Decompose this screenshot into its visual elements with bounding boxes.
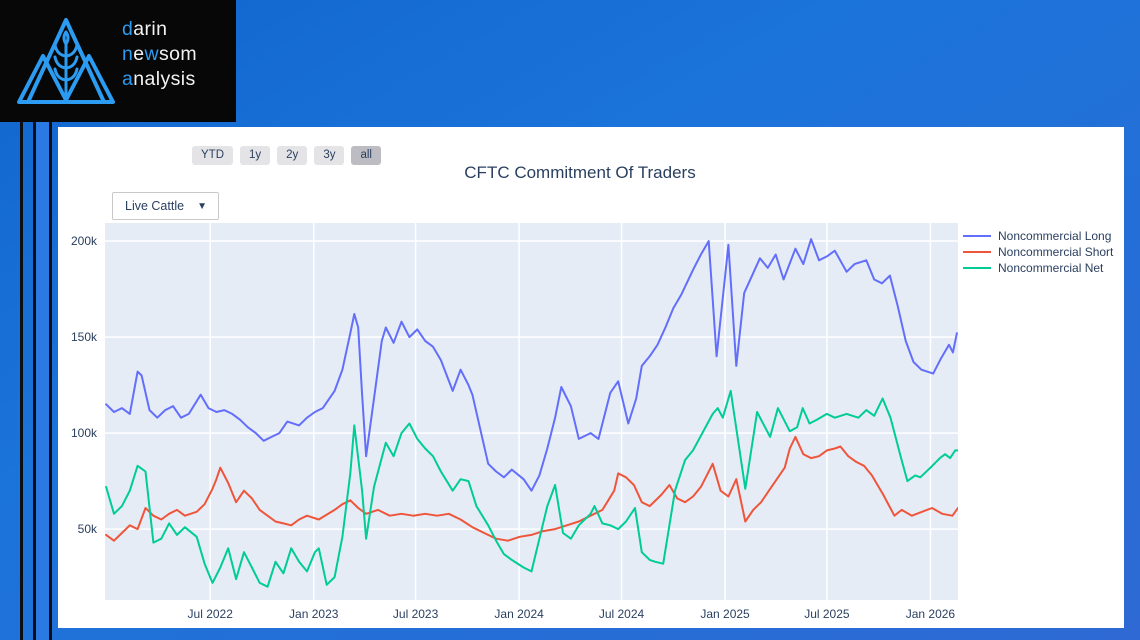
plot-canvas bbox=[105, 223, 958, 600]
decorative-stripe bbox=[20, 122, 23, 640]
decorative-blue-stripe bbox=[35, 122, 49, 640]
legend-line-swatch bbox=[963, 251, 991, 253]
plot-background bbox=[105, 223, 958, 600]
brand-letter: e bbox=[133, 43, 145, 65]
chart-title: CFTC Commitment Of Traders bbox=[464, 163, 696, 182]
brand-letter: som bbox=[158, 43, 198, 65]
brand-accent-letter: d bbox=[122, 18, 134, 40]
y-tick-label: 200k bbox=[70, 234, 97, 249]
legend-label: Noncommercial Short bbox=[998, 245, 1114, 259]
x-tick-label: Jan 2026 bbox=[905, 607, 956, 621]
range-button-3y[interactable]: 3y bbox=[314, 146, 345, 165]
brand-accent-letter: w bbox=[144, 43, 159, 65]
x-tick-label: Jan 2023 bbox=[289, 607, 339, 621]
brand-name-line: darin bbox=[122, 17, 197, 42]
range-button-all[interactable]: all bbox=[351, 146, 381, 165]
brand-name-line: analysis bbox=[122, 67, 197, 92]
x-tick-label: Jul 2023 bbox=[392, 607, 439, 621]
series-line-noncommercial-net bbox=[105, 389, 958, 588]
legend-item-noncommercial-short[interactable]: Noncommercial Short bbox=[963, 244, 1113, 260]
legend: Noncommercial Long Noncommercial Short Non… bbox=[963, 228, 1113, 276]
decorative-stripe bbox=[33, 122, 36, 640]
plot-area[interactable] bbox=[105, 223, 958, 600]
y-tick-label: 100k bbox=[70, 426, 97, 441]
brand-accent-letter: n bbox=[122, 43, 134, 65]
legend-label: Noncommercial Net bbox=[998, 261, 1104, 275]
legend-item-noncommercial-net[interactable]: Noncommercial Net bbox=[963, 260, 1113, 276]
chevron-down-icon: ▼ bbox=[197, 200, 207, 212]
brand-letter: nalysis bbox=[133, 68, 196, 90]
range-selector: YTD 1y 2y 3y all bbox=[192, 146, 381, 165]
series-line-noncommercial-short bbox=[105, 435, 958, 542]
brand-name-line: newsom bbox=[122, 42, 197, 67]
x-tick-label: Jul 2025 bbox=[804, 607, 850, 621]
range-button-ytd[interactable]: YTD bbox=[192, 146, 233, 165]
x-tick-label: Jul 2022 bbox=[187, 607, 233, 621]
brand-logo: darin newsom analysis bbox=[0, 0, 236, 122]
series-line-noncommercial-long bbox=[105, 238, 958, 492]
legend-item-noncommercial-long[interactable]: Noncommercial Long bbox=[963, 228, 1113, 244]
x-tick-label: Jan 2025 bbox=[700, 607, 750, 621]
brand-accent-letter: a bbox=[122, 68, 134, 90]
y-tick-label: 50k bbox=[77, 522, 97, 537]
x-tick-label: Jul 2024 bbox=[598, 607, 645, 621]
range-button-2y[interactable]: 2y bbox=[277, 146, 308, 165]
x-tick-label: Jan 2024 bbox=[494, 607, 544, 621]
symbol-dropdown-value: Live Cattle bbox=[125, 199, 185, 213]
legend-line-swatch bbox=[963, 235, 991, 237]
decorative-stripe bbox=[49, 122, 52, 640]
range-button-1y[interactable]: 1y bbox=[240, 146, 271, 165]
y-tick-label: 150k bbox=[70, 330, 97, 345]
brand-name: darin newsom analysis bbox=[122, 17, 197, 92]
legend-label: Noncommercial Long bbox=[998, 229, 1112, 243]
brand-letter: arin bbox=[133, 18, 168, 40]
symbol-dropdown[interactable]: Live Cattle ▼ bbox=[112, 192, 219, 220]
legend-line-swatch bbox=[963, 267, 991, 269]
mountains-wheat-icon bbox=[17, 18, 115, 104]
